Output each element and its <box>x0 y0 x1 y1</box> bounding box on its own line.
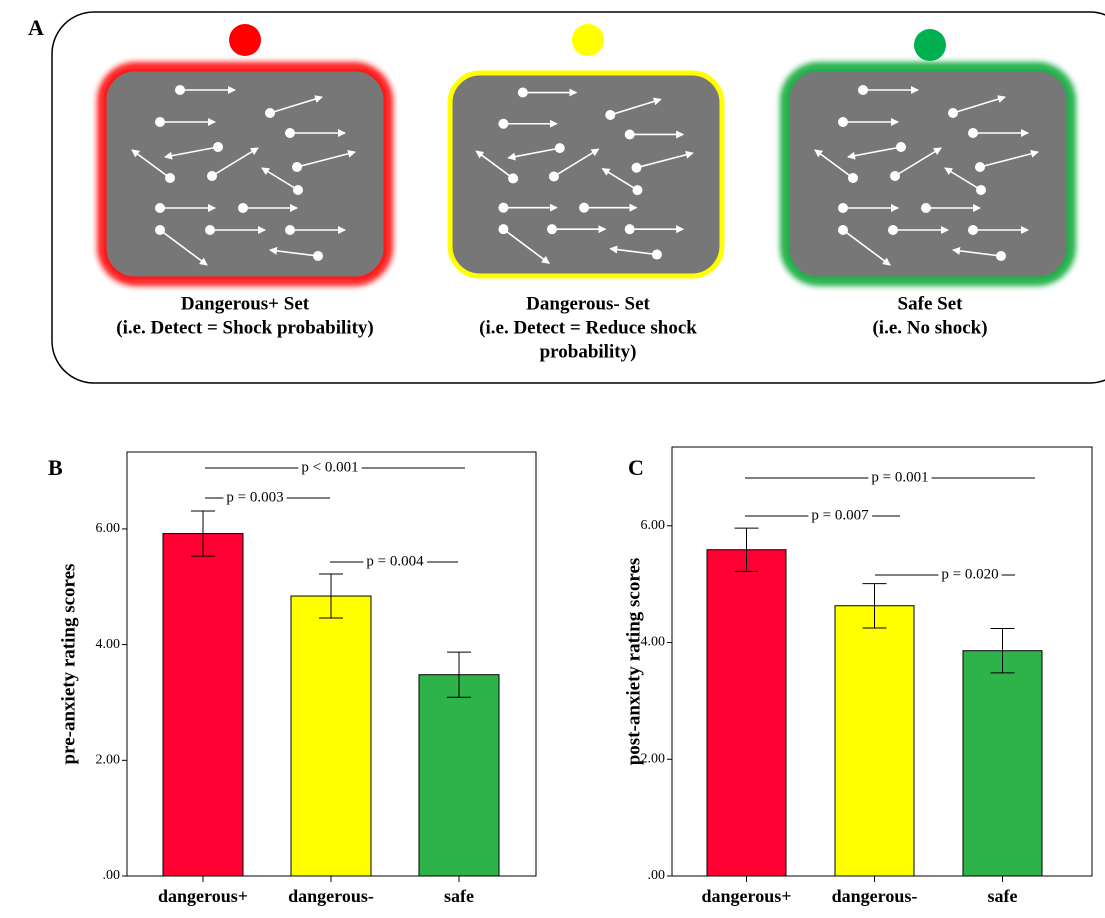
motion-dot <box>555 143 565 153</box>
motion-dot <box>896 142 906 152</box>
significance-label: p = 0.003 <box>226 489 283 505</box>
motion-dot <box>632 185 642 195</box>
motion-dot <box>165 173 175 183</box>
motion-dot <box>838 203 848 213</box>
motion-dot <box>518 88 528 98</box>
y-tick-label: 2.00 <box>641 751 666 766</box>
x-tick-label: dangerous+ <box>702 886 792 906</box>
significance-label: p = 0.004 <box>366 553 424 569</box>
motion-dot <box>508 173 518 183</box>
y-tick-label: 6.00 <box>96 521 121 536</box>
motion-dot <box>968 225 978 235</box>
bar <box>291 596 371 876</box>
significance-label: p = 0.020 <box>941 566 998 582</box>
y-tick-label: .00 <box>648 868 666 883</box>
motion-dot <box>207 171 217 181</box>
significance-label: p < 0.001 <box>301 459 358 475</box>
set-title: Safe Set <box>898 293 964 314</box>
y-tick-label: 6.00 <box>641 518 666 533</box>
bar <box>835 606 914 876</box>
significance-label: p = 0.001 <box>871 469 928 485</box>
panel-letter: C <box>628 455 644 480</box>
motion-dot <box>605 110 615 120</box>
x-tick-label: dangerous- <box>832 886 918 906</box>
x-tick-label: safe <box>988 886 1018 906</box>
x-tick-label: dangerous- <box>288 886 374 906</box>
panel-letter: A <box>28 15 44 40</box>
bar <box>963 651 1042 876</box>
set-description: probability) <box>540 341 637 362</box>
set-title: Dangerous- Set <box>526 293 650 314</box>
panel-a: Dangerous+ Set (i.e. Detect = Shock proba… <box>102 24 1071 362</box>
motion-dot <box>625 129 635 139</box>
motion-dot <box>313 251 323 261</box>
motion-dot <box>175 85 185 95</box>
motion-dot <box>976 185 986 195</box>
motion-dot <box>155 117 165 127</box>
motion-dot <box>285 128 295 138</box>
set-description: (i.e. No shock) <box>872 317 987 338</box>
motion-dot <box>205 225 215 235</box>
stimulus-box <box>450 73 722 276</box>
motion-dot <box>848 173 858 183</box>
motion-dot <box>498 119 508 129</box>
motion-dot <box>975 162 985 172</box>
significance-label: p = 0.007 <box>811 507 869 523</box>
motion-dot <box>549 171 559 181</box>
motion-dot <box>265 108 275 118</box>
y-tick-label: 2.00 <box>96 753 121 768</box>
motion-dot <box>838 225 848 235</box>
motion-dot <box>858 85 868 95</box>
x-tick-label: dangerous+ <box>158 886 248 906</box>
panel-letter: B <box>48 455 63 480</box>
motion-dot <box>155 203 165 213</box>
motion-dot <box>996 251 1006 261</box>
motion-dot <box>921 203 931 213</box>
motion-dot <box>498 224 508 234</box>
motion-dot <box>238 203 248 213</box>
motion-dot <box>968 128 978 138</box>
stimulus-box <box>788 70 1068 278</box>
motion-dot <box>498 203 508 213</box>
y-axis-label: pre-anxiety rating scores <box>58 564 79 765</box>
y-tick-label: 4.00 <box>96 637 121 652</box>
motion-dot <box>948 108 958 118</box>
motion-dot <box>155 225 165 235</box>
motion-dot <box>292 162 302 172</box>
bar <box>419 675 499 876</box>
bar <box>707 550 786 876</box>
motion-dot <box>625 224 635 234</box>
motion-dot <box>293 185 303 195</box>
y-tick-label: .00 <box>103 868 121 883</box>
set-dot <box>914 29 946 61</box>
motion-dot <box>838 117 848 127</box>
set-dot <box>572 24 604 56</box>
motion-dot <box>652 250 662 260</box>
y-axis-label: post-anxiety rating scores <box>623 558 644 766</box>
motion-dot <box>547 224 557 234</box>
motion-dot <box>632 163 642 173</box>
set-title: Dangerous+ Set <box>181 293 310 314</box>
figure: A Dangerous+ Set (i.e. Detect = Shock pro… <box>0 0 1105 918</box>
bar <box>163 534 243 876</box>
motion-dot <box>579 203 589 213</box>
motion-dot <box>888 225 898 235</box>
motion-dot <box>890 171 900 181</box>
motion-dot <box>213 142 223 152</box>
set-description: (i.e. Detect = Shock probability) <box>116 317 373 338</box>
motion-dot <box>285 225 295 235</box>
stimulus-box <box>105 70 385 278</box>
y-tick-label: 4.00 <box>641 635 666 650</box>
page: {"panel_a": {"letter": "A", "sets": [ {"… <box>0 0 1105 918</box>
set-dot <box>229 24 261 56</box>
set-description: (i.e. Detect = Reduce shock <box>479 317 697 338</box>
x-tick-label: safe <box>444 886 474 906</box>
